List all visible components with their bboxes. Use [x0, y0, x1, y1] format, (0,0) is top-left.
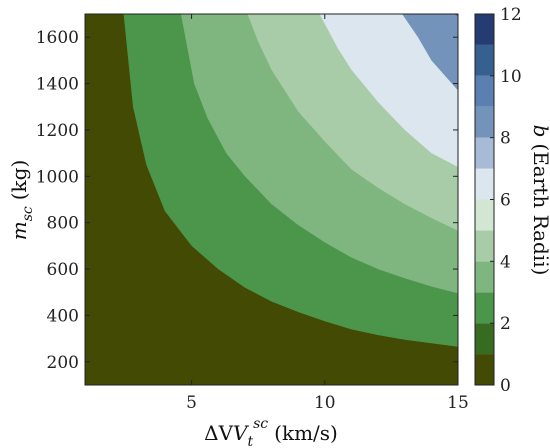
colorbar-segment	[475, 44, 494, 76]
y-axis-label-sub: sc	[20, 206, 36, 221]
svg-text:ΔVVtsc(km/s): ΔVVtsc (km/s)	[204, 416, 338, 448]
colorbar-tick-label: 2	[500, 314, 511, 334]
colorbar-segment	[475, 137, 494, 169]
colorbar-segment	[475, 168, 494, 200]
x-tick-label: 10	[314, 393, 336, 413]
colorbar-segment	[475, 261, 494, 293]
y-tick-label: 200	[47, 353, 79, 373]
colorbar-label: b (Earth Radii)	[529, 125, 550, 276]
x-tick-label: 5	[186, 393, 197, 413]
colorbar-ticks: 0 2 4 6 8 10 12	[490, 5, 522, 396]
colorbar-segment	[475, 199, 494, 231]
colorbar-tick-label: 4	[500, 252, 511, 272]
y-tick-label: 1600	[36, 28, 79, 48]
colorbar: 0 2 4 6 8 10 12	[474, 5, 522, 396]
y-axis-ticks: 200 400 600 800 1000 1200 1400 1600	[36, 28, 458, 373]
y-tick-label: 1000	[36, 167, 79, 187]
y-axis-label-unit: (kg)	[7, 160, 31, 201]
x-axis-label-sup: sc	[253, 416, 268, 432]
y-tick-label: 1400	[36, 75, 79, 95]
x-axis-label-var: V	[233, 421, 250, 445]
contour-band-10	[454, 14, 458, 17]
contour-fills	[85, 14, 458, 385]
x-axis-label-sub: t	[247, 434, 253, 448]
y-axis-label: msc (kg)	[7, 160, 36, 241]
colorbar-segment	[475, 106, 494, 138]
x-tick-label: 15	[447, 393, 469, 413]
colorbar-tick-label: 0	[500, 376, 511, 396]
colorbar-segment	[475, 75, 494, 107]
y-tick-label: 800	[47, 214, 79, 234]
y-tick-label: 1200	[36, 121, 79, 141]
x-axis-label: ΔVVtsc (km/s)	[204, 416, 338, 448]
colorbar-segment	[475, 323, 494, 355]
svg-text:b(Earth Radii): b (Earth Radii)	[529, 125, 550, 276]
colorbar-segment	[475, 354, 494, 385]
colorbar-segment	[475, 292, 494, 324]
colorbar-tick-label: 12	[500, 5, 522, 25]
colorbar-label-var: b	[529, 125, 550, 138]
colorbar-segments	[475, 14, 494, 385]
colorbar-segment	[475, 230, 494, 262]
x-axis-ticks: 5 10 15	[186, 14, 469, 413]
svg-text:msc(kg): msc (kg)	[7, 160, 36, 241]
colorbar-segment	[475, 14, 494, 45]
contour-band-6	[319, 14, 458, 167]
x-axis-label-main: ΔV	[204, 421, 233, 445]
contour-band-8	[402, 14, 458, 91]
y-axis-label-main: m	[7, 221, 31, 240]
x-axis-label-unit: (km/s)	[274, 421, 338, 445]
colorbar-label-text: (Earth Radii)	[529, 143, 550, 275]
contour-plot-area	[84, 13, 459, 386]
colorbar-tick-label: 6	[500, 191, 511, 211]
y-tick-label: 600	[47, 260, 79, 280]
colorbar-tick-label: 8	[500, 129, 511, 149]
y-tick-label: 400	[47, 306, 79, 326]
plot-frame	[84, 13, 459, 386]
colorbar-tick-label: 10	[500, 67, 522, 87]
